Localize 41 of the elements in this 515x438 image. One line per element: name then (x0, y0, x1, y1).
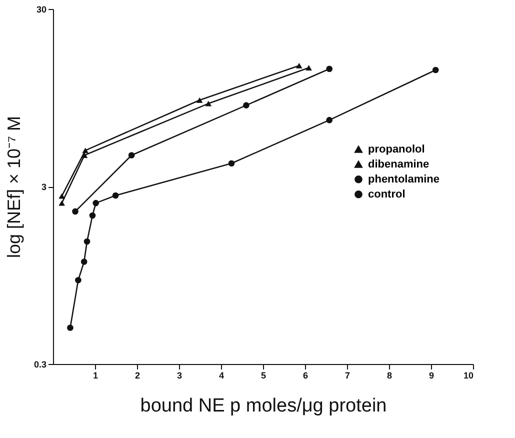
y-tick-label: 30 (36, 4, 46, 14)
x-tick-label: 3 (176, 370, 182, 380)
point (80, 258, 88, 265)
y-tick-label: 3 (41, 182, 46, 192)
point (67, 324, 74, 331)
x-tick-label: 2 (134, 370, 140, 380)
x-tick-label: 10 (463, 370, 474, 380)
point (296, 62, 302, 68)
x-tick-label: 9 (428, 370, 434, 380)
point (228, 160, 235, 167)
point (92, 200, 99, 206)
point (112, 192, 119, 199)
x-tick-label: 8 (386, 370, 392, 380)
point (84, 238, 90, 245)
x-axis-title: bound NE p moles/μg protein (140, 396, 387, 416)
point (81, 152, 88, 158)
x-tick-label: 7 (344, 370, 350, 380)
point (89, 212, 96, 219)
point (205, 100, 212, 106)
point (196, 97, 203, 103)
legend-label: control (368, 188, 406, 200)
point (58, 200, 65, 206)
x-tick-label: 4 (218, 370, 224, 380)
legend-label: dibenamine (368, 158, 430, 170)
point (75, 277, 82, 284)
y-tick-label: 0.3 (34, 360, 46, 370)
x-tick-label: 6 (302, 370, 308, 380)
legend-label: propanolol (368, 143, 425, 156)
point (326, 66, 333, 72)
x-tick-label: 1 (92, 370, 98, 380)
y-axis-title: log [NEf] × 10⁻⁷ M (4, 116, 24, 258)
point (58, 193, 65, 199)
point (128, 152, 135, 158)
point (306, 65, 312, 70)
point (326, 116, 333, 124)
point (243, 102, 250, 108)
point (82, 148, 88, 154)
point (432, 66, 439, 74)
x-tick-label: 5 (260, 370, 266, 380)
point (72, 208, 78, 215)
legend-label: phentolamine (368, 173, 440, 186)
